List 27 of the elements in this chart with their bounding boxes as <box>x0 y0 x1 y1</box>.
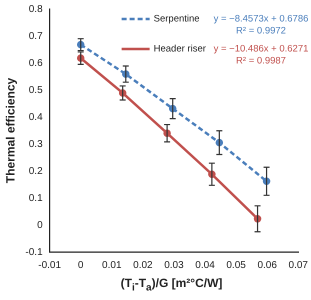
legend-label: Header riser <box>154 44 206 55</box>
y-tick-label: 0.8 <box>28 4 44 15</box>
y-axis-title: Thermal efficiency <box>4 77 18 184</box>
y-tick-label: 0.2 <box>28 166 44 177</box>
annotation: y = −10.486x + 0.6271 <box>214 44 308 55</box>
y-tick-label: 0.4 <box>28 112 44 123</box>
x-tick-label: -0.01 <box>38 260 62 271</box>
x-axis-title: (T$_{i}$-T$_{a}$)/G [m²°C/W] <box>120 276 224 294</box>
y-tick-label: 0.3 <box>28 138 44 150</box>
x-tick-label: 0.01 <box>102 260 122 271</box>
x-tick-label: 0.02 <box>133 260 154 271</box>
y-tick-label: 0.7 <box>28 30 44 42</box>
y-tick-label: 0.5 <box>28 84 44 96</box>
annotation: y = −8.4573x + 0.6786 <box>214 14 308 25</box>
x-tick-label: 0.07 <box>288 260 308 271</box>
x-tick-label: 0.04 <box>195 260 216 271</box>
x-tick-label: 0.06 <box>257 260 278 271</box>
x-tick-label: 0.05 <box>226 260 246 271</box>
annotation: R² = 0.9972 <box>236 26 286 37</box>
y-tick-label: 0.1 <box>28 192 44 204</box>
y-tick-label: 0 <box>37 220 44 231</box>
y-tick-label: 0.6 <box>28 58 44 69</box>
legend-label: Serpentine <box>154 14 200 25</box>
x-tick-label: 0 <box>78 260 84 271</box>
annotation: R² = 0.9987 <box>236 56 286 67</box>
y-tick-label: -0.1 <box>25 246 44 258</box>
x-tick-label: 0.03 <box>164 260 184 271</box>
